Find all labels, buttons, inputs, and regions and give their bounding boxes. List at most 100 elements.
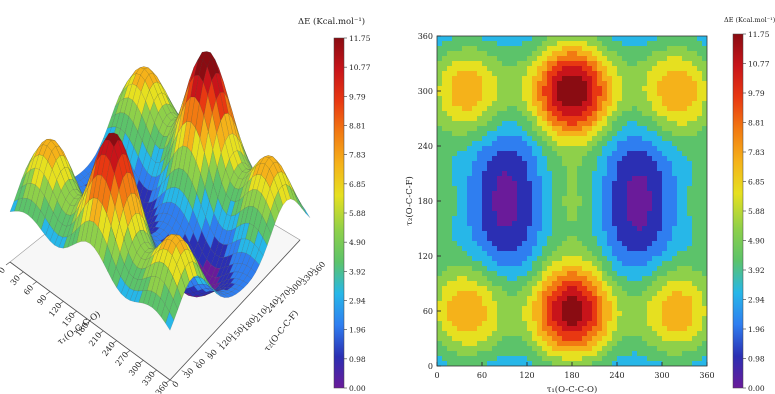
- contour-cell: [572, 211, 578, 217]
- contour-cell: [682, 191, 688, 197]
- contour-cell: [517, 91, 523, 97]
- contour-cell: [607, 361, 613, 366]
- contour-cell: [622, 291, 628, 297]
- contour-cell: [602, 81, 608, 87]
- contour-cell: [692, 221, 698, 227]
- contour-cell: [607, 341, 613, 347]
- contour-cell: [682, 86, 688, 92]
- contour-cell: [687, 126, 693, 132]
- contour-cell: [567, 216, 573, 222]
- contour-cell: [642, 166, 648, 172]
- contour-cell: [462, 271, 468, 277]
- contour-cell: [442, 206, 448, 212]
- contour-cell: [517, 191, 523, 197]
- contour-cell: [547, 166, 553, 172]
- colorbar-tick-label: 0.98: [349, 355, 366, 364]
- contour-cell: [507, 186, 513, 192]
- contour-cell: [652, 156, 658, 162]
- contour-cell: [437, 156, 443, 162]
- contour-cell: [607, 46, 613, 52]
- contour-cell: [547, 331, 553, 337]
- contour-cell: [572, 196, 578, 202]
- contour-cell: [457, 306, 463, 312]
- contour-cell: [692, 56, 698, 62]
- contour-cell: [517, 136, 523, 142]
- contour-cell: [477, 56, 483, 62]
- contour-cell: [637, 86, 643, 92]
- contour-cell: [467, 56, 473, 62]
- contour-cell: [667, 316, 673, 322]
- contour-cell: [527, 226, 533, 232]
- contour-cell: [492, 341, 498, 347]
- contour-cell: [522, 176, 528, 182]
- contour-cell: [482, 211, 488, 217]
- contour-cell: [687, 46, 693, 52]
- surface-y-tick-mark: [274, 295, 280, 299]
- contour-cell: [537, 101, 543, 107]
- contour-cell: [522, 161, 528, 167]
- contour-cell: [532, 276, 538, 282]
- contour-cell: [502, 156, 508, 162]
- contour-cell: [602, 91, 608, 97]
- contour-cell: [617, 326, 623, 332]
- contour-cell: [442, 341, 448, 347]
- contour-cell: [697, 86, 703, 92]
- contour-cell: [562, 246, 568, 252]
- contour-cell: [607, 131, 613, 137]
- contour-cell: [482, 41, 488, 47]
- contour-cell: [442, 111, 448, 117]
- contour-cell: [557, 241, 563, 247]
- contour-cell: [622, 356, 628, 362]
- contour-cell: [512, 181, 518, 187]
- contour-cell: [667, 331, 673, 337]
- contour-cell: [612, 251, 618, 257]
- contour-cell: [602, 341, 608, 347]
- contour-cell: [692, 256, 698, 262]
- contour-cell: [702, 186, 707, 192]
- contour-cell: [457, 356, 463, 362]
- contour-cell: [602, 261, 608, 267]
- contour-cell: [582, 181, 588, 187]
- contour-cell: [442, 51, 448, 57]
- contour-cell: [677, 181, 683, 187]
- contour-cell: [657, 336, 663, 342]
- contour-cell: [607, 121, 613, 127]
- contour-cell: [582, 111, 588, 117]
- contour-y-tick-label: 300: [418, 87, 433, 96]
- contour-cell: [687, 171, 693, 177]
- contour-cell: [547, 56, 553, 62]
- contour-cell: [692, 121, 698, 127]
- contour-cell: [517, 161, 523, 167]
- contour-cell: [642, 266, 648, 272]
- contour-cell: [502, 46, 508, 52]
- contour-cell: [662, 116, 668, 122]
- contour-cell: [637, 116, 643, 122]
- contour-cell: [512, 211, 518, 217]
- contour-cell: [562, 201, 568, 207]
- contour-cell: [497, 296, 503, 302]
- contour-cell: [542, 276, 548, 282]
- contour-cell: [682, 166, 688, 172]
- contour-cell: [642, 41, 648, 47]
- contour-cell: [627, 291, 633, 297]
- contour-cell: [547, 121, 553, 127]
- contour-cell: [527, 321, 533, 327]
- contour-cell: [547, 346, 553, 352]
- contour-cell: [587, 281, 593, 287]
- contour-cell: [587, 71, 593, 77]
- contour-cell: [532, 51, 538, 57]
- contour-cell: [607, 261, 613, 267]
- contour-cell: [447, 56, 453, 62]
- contour-cell: [627, 101, 633, 107]
- contour-cell: [462, 121, 468, 127]
- contour-cell: [682, 341, 688, 347]
- contour-cell: [697, 261, 703, 267]
- contour-cell: [702, 101, 707, 107]
- contour-cell: [572, 51, 578, 57]
- contour-cell: [497, 191, 503, 197]
- contour-cell: [572, 256, 578, 262]
- contour-cell: [652, 271, 658, 277]
- colorbar-tick-label: 2.94: [349, 297, 366, 306]
- contour-cell: [697, 226, 703, 232]
- contour-cell: [522, 46, 528, 52]
